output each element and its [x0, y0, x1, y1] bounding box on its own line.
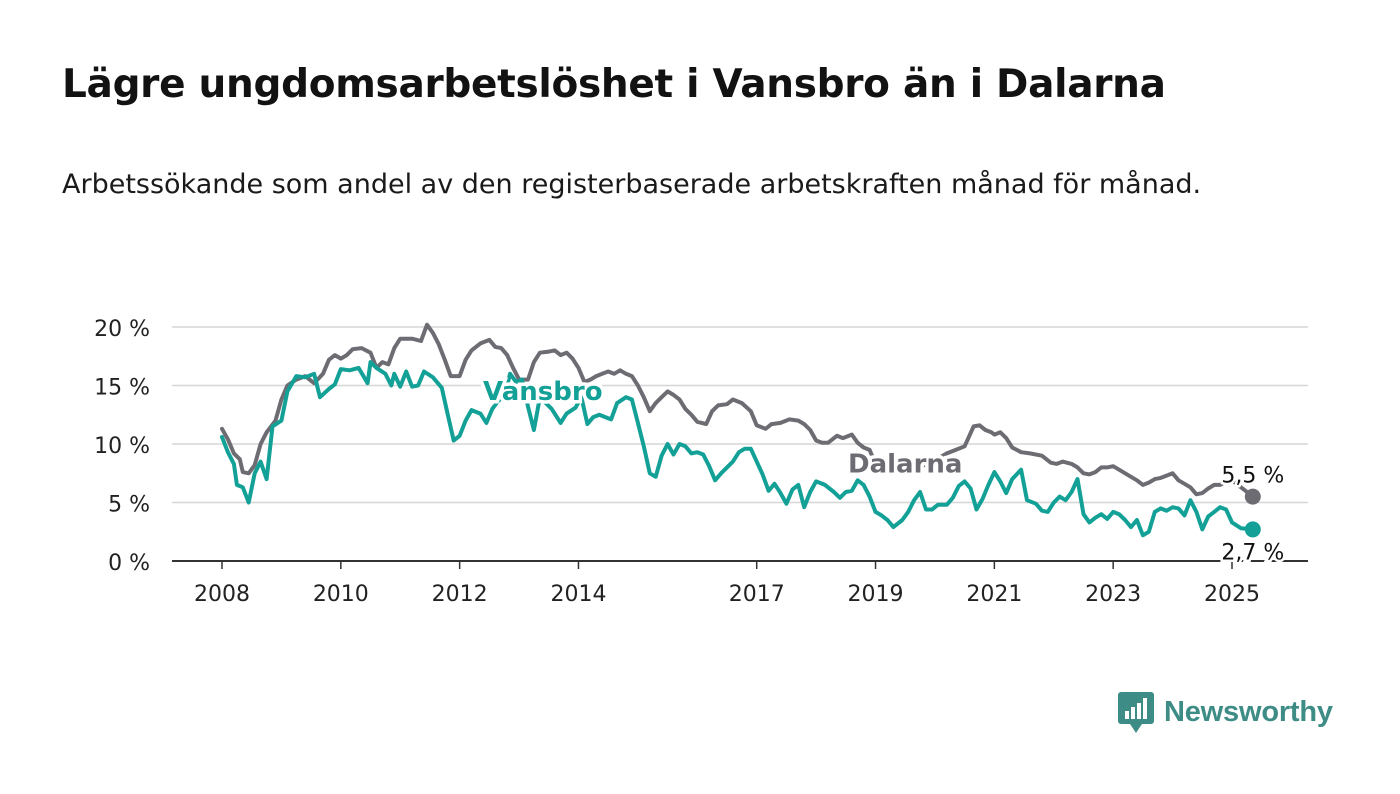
- y-tick-label: 0 %: [108, 551, 150, 576]
- gridlines: [172, 326, 1308, 504]
- x-tick-label: 2017: [729, 582, 785, 607]
- chart-title: Lägre ungdomsarbetslöshet i Vansbro än i…: [62, 62, 1166, 107]
- brand-name: Newsworthy: [1164, 695, 1333, 728]
- x-tick-label: 2021: [966, 582, 1022, 607]
- x-tick-label: 2010: [313, 582, 369, 607]
- newsworthy-logo: Newsworthy: [1118, 690, 1333, 734]
- y-tick-label: 5 %: [108, 493, 150, 518]
- x-tick-label: 2019: [848, 582, 904, 607]
- series-line-dalarna: [220, 322, 1255, 499]
- chart-subtitle: Arbetssökande som andel av den registerb…: [62, 169, 1202, 200]
- series-line-vansbro: [220, 360, 1255, 538]
- x-tick-label: 2014: [550, 582, 606, 607]
- x-tick-label: 2008: [194, 582, 250, 607]
- axes: 0 % 5 % 10 % 15 % 20 % 2008 2010 2012 2014 2017 20…: [94, 317, 1308, 607]
- y-tick-label: 20 %: [94, 317, 150, 342]
- series: [220, 322, 1261, 538]
- series-end-dot-dalarna: [1244, 488, 1261, 505]
- y-tick-label: 15 %: [94, 376, 150, 401]
- series-end-label: 2,7 %: [1221, 540, 1284, 565]
- series-name-label-dalarna: Dalarna: [848, 450, 962, 480]
- x-tick-label: 2025: [1204, 582, 1260, 607]
- x-tick-label: 2012: [432, 582, 488, 607]
- bar-chart-speech-bubble-icon: [1118, 692, 1154, 733]
- series-end-dot-vansbro: [1244, 521, 1261, 538]
- series-end-label: 5,5 %: [1221, 464, 1284, 489]
- series-name-label-vansbro: Vansbro: [483, 377, 603, 407]
- y-tick-label: 10 %: [94, 434, 150, 459]
- x-tick-label: 2023: [1085, 582, 1141, 607]
- series-labels: 5,5 % 2,7 % Dalarna Vansbro: [480, 374, 1287, 568]
